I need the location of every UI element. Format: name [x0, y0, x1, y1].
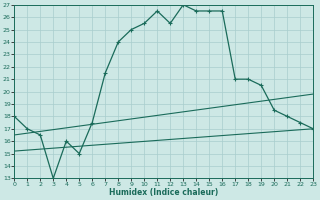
- X-axis label: Humidex (Indice chaleur): Humidex (Indice chaleur): [109, 188, 218, 197]
